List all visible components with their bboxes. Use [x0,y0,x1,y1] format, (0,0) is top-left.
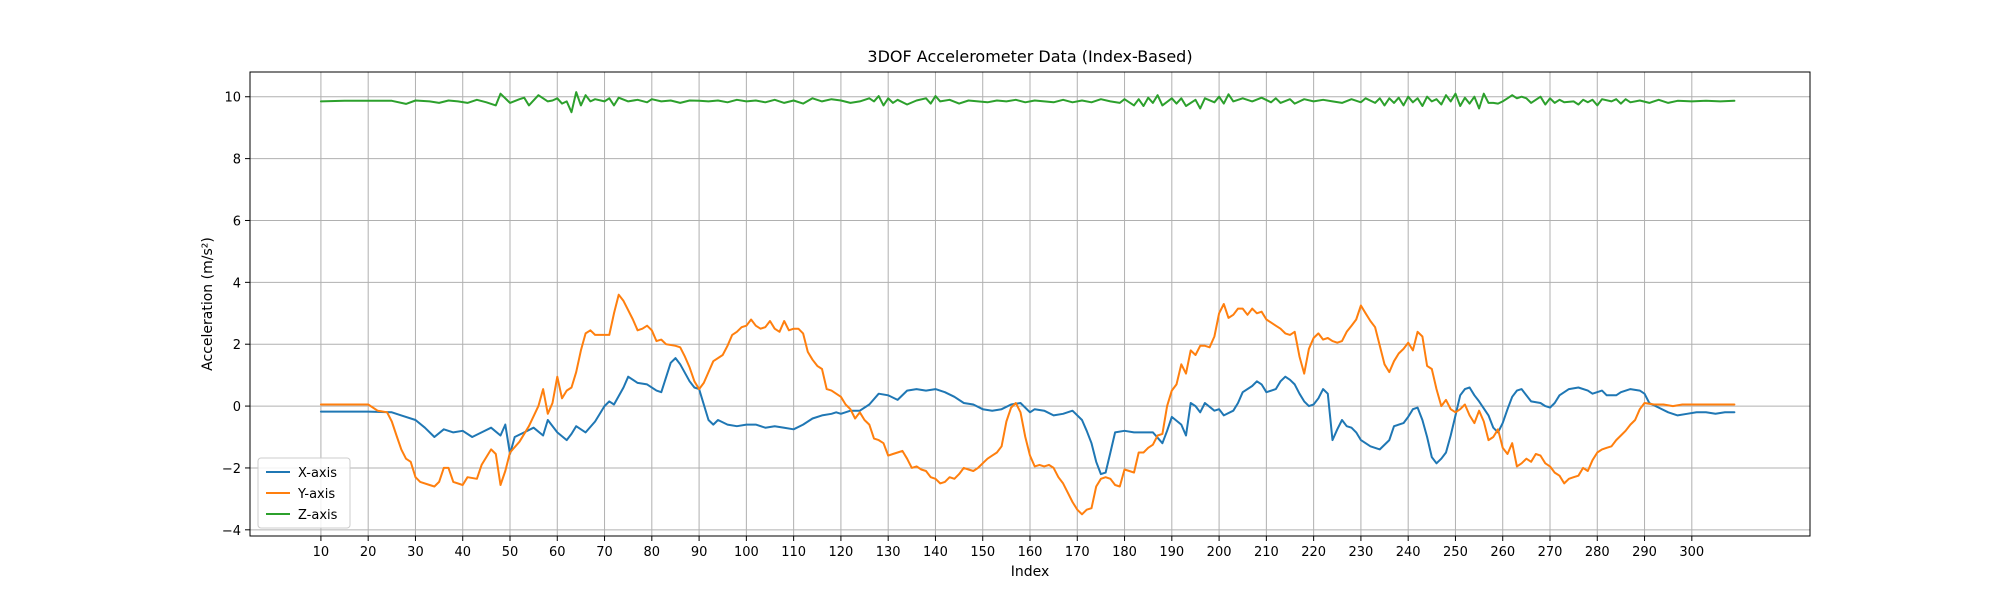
y-tick-label: −4 [222,524,241,539]
y-axis-line [319,293,1736,516]
x-axis-line [319,357,1736,476]
x-tick-label: 120 [828,545,853,560]
x-tick-label: 60 [549,545,566,560]
x-tick-label: 190 [1159,545,1184,560]
x-tick-label: 70 [596,545,613,560]
y-tick-label: 2 [233,338,241,353]
x-tick-label: 140 [923,545,948,560]
x-tick-label: 90 [691,545,708,560]
x-tick-label: 180 [1112,545,1137,560]
x-tick-label: 210 [1254,545,1279,560]
x-tick-label: 40 [454,545,471,560]
legend-label: Y-axis [297,487,335,502]
x-tick-label: 30 [407,545,424,560]
x-tick-label: 80 [644,545,661,560]
x-axis-label: Index [1011,564,1050,580]
x-tick-label: 230 [1348,545,1373,560]
y-axis-label: Acceleration (m/s²) [200,237,216,371]
x-tick-label: 280 [1585,545,1610,560]
x-tick-label: 290 [1632,545,1657,560]
x-tick-label: 20 [360,545,377,560]
legend-label: Z-axis [298,508,338,523]
tick-layer: 10 20 30 40 50 60 70 80 90 100 110 120 130 140 150 160 1… [222,91,1704,560]
x-tick-label: 220 [1301,545,1326,560]
series-layer [319,91,1736,516]
x-tick-label: 10 [313,545,330,560]
x-tick-label: 300 [1679,545,1704,560]
grid-layer [250,72,1810,536]
x-tick-label: 250 [1443,545,1468,560]
x-tick-label: 100 [734,545,759,560]
z-axis-line [319,91,1736,114]
x-tick-label: 50 [502,545,519,560]
x-tick-label: 270 [1538,545,1563,560]
y-tick-label: 4 [233,276,241,291]
legend-box [257,457,351,529]
x-tick-label: 130 [876,545,901,560]
chart-title: 3DOF Accelerometer Data (Index-Based) [867,47,1192,66]
x-tick-label: 260 [1490,545,1515,560]
x-tick-label: 160 [1018,545,1043,560]
y-tick-label: 8 [233,153,241,168]
x-tick-label: 240 [1396,545,1421,560]
legend: X-axis Y-axis Z-axis [257,457,351,529]
y-tick-label: 10 [224,91,241,106]
x-tick-label: 170 [1065,545,1090,560]
y-tick-label: 6 [233,214,241,229]
x-tick-label: 110 [781,545,806,560]
x-tick-label: 200 [1207,545,1232,560]
y-tick-label: 0 [233,400,241,415]
legend-label: X-axis [298,466,337,481]
y-tick-label: −2 [222,462,241,477]
x-tick-label: 150 [970,545,995,560]
